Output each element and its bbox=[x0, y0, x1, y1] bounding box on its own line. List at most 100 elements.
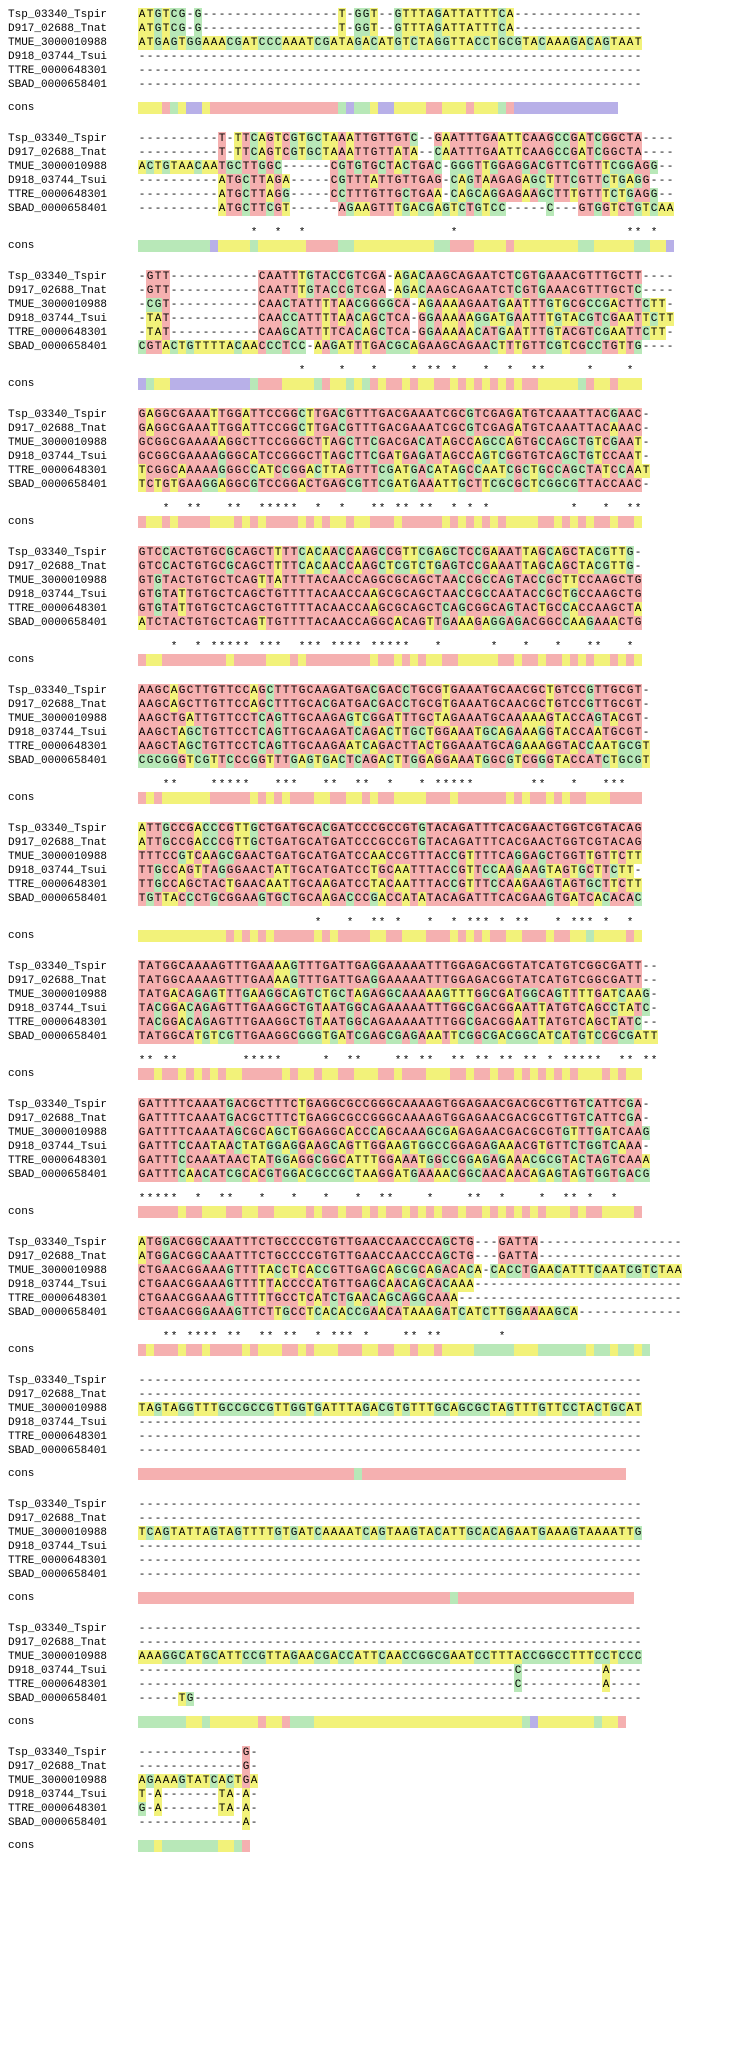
seq-row: Tsp_03340_TspirAAGCAGCTTGTTCCAGCTTTGCAAG… bbox=[8, 684, 727, 698]
seq-row: Tsp_03340_TspirATGGACGGCAAATTTCTGCCCCGTG… bbox=[8, 1236, 727, 1250]
seq-cells: TACGGACAGAGTTTGAAGGCTGTAATGGCAGAAAAATTTG… bbox=[138, 1016, 658, 1030]
seq-row: D918_03744_Tsui----------ATGCTTAGA-----C… bbox=[8, 174, 727, 188]
cons-row: cons bbox=[8, 930, 727, 942]
seq-label: TTRE_0000648301 bbox=[8, 1016, 138, 1030]
seq-label: TTRE_0000648301 bbox=[8, 188, 138, 202]
seq-row: TMUE_3000010988-CGT-----------CAACTATTTT… bbox=[8, 298, 727, 312]
seq-row: TTRE_0000648301GTGTATTGTGCTCAGCTGTTTTACA… bbox=[8, 602, 727, 616]
cons-bar bbox=[138, 516, 650, 528]
seq-cells: AGAAAGTATCACTGA bbox=[138, 1774, 258, 1788]
seq-label: D918_03744_Tsui bbox=[8, 1664, 138, 1678]
seq-label: D917_02688_Tnat bbox=[8, 1250, 138, 1264]
seq-cells: ----------ATGCTTAGG-----CCTTTGTTGCTGAA-C… bbox=[138, 188, 674, 202]
seq-cells: TGTTACCCTGCGGAAGTGCTGCAAGACCCGACCATATACA… bbox=[138, 892, 642, 906]
seq-cells: TCGGCAAAAAGGGCCATCCGGACTTAGTTTCGATGACATA… bbox=[138, 464, 650, 478]
seq-cells: ----------ATGCTTCGT------AGAAGTTTGACGAGT… bbox=[138, 202, 674, 216]
seq-cells: AAGCAGCTTGTTCCAGCTTTGCAAGATGACGACCTGCGTG… bbox=[138, 684, 650, 698]
seq-label: TTRE_0000648301 bbox=[8, 1554, 138, 1568]
seq-row: TMUE_3000010988ACTGTAACAATGCTTGGC------C… bbox=[8, 160, 727, 174]
seq-cells: GATTTTCAAATAGCGCAGCTGGAGGCACCCAGCAAAGCGA… bbox=[138, 1126, 650, 1140]
seq-cells: GTCCACTGTGCGCAGCTTTTCACAACCAAGCCGTTCGAGC… bbox=[138, 546, 642, 560]
seq-label: TTRE_0000648301 bbox=[8, 1678, 138, 1692]
seq-cells: TATGACAGAGTTTGAAGGCAGTCTGCTAGAGGCAAAAAGT… bbox=[138, 988, 658, 1002]
seq-cells: CTGAACGGAAAGTTTTTGCCTCATCTGAACAGCAGGCAAA… bbox=[138, 1292, 682, 1306]
seq-cells: GATTTTCAAATGACGCTTTCTGAGGCGCCGGGCAAAAGTG… bbox=[138, 1098, 650, 1112]
seq-row: D917_02688_TnatGAGGCGAAATTGGATTCCGGCTTGA… bbox=[8, 422, 727, 436]
seq-label: D918_03744_Tsui bbox=[8, 1278, 138, 1292]
seq-label: TMUE_3000010988 bbox=[8, 160, 138, 174]
seq-label: D917_02688_Tnat bbox=[8, 22, 138, 36]
seq-row: TMUE_3000010988AAGCTGATTGTTCCTCAGTTGCAAG… bbox=[8, 712, 727, 726]
seq-cells: GATTTCCAAATAACTATGGAGGCGGCATTTGGAAATGGCC… bbox=[138, 1154, 650, 1168]
seq-cells: -CGT-----------CAACTATTTTAACGGGGCA-AGAAA… bbox=[138, 298, 674, 312]
seq-row: TMUE_3000010988ATGAGTGGAAACGATCCCAAATCGA… bbox=[8, 36, 727, 50]
seq-label: TTRE_0000648301 bbox=[8, 64, 138, 78]
seq-label: SBAD_0000658401 bbox=[8, 1816, 138, 1830]
seq-label: SBAD_0000658401 bbox=[8, 1444, 138, 1458]
seq-cells: -------------G- bbox=[138, 1746, 258, 1760]
seq-row: D918_03744_TsuiGCGGCGAAAAGGGCATCCGGGCTTA… bbox=[8, 450, 727, 464]
cons-label: cons bbox=[8, 1592, 138, 1604]
cons-bar bbox=[138, 378, 674, 390]
cons-row: cons bbox=[8, 1840, 727, 1852]
seq-cells: ATTGCCGACCCGTTGCTGATGCACGATCCCGCCGTGTACA… bbox=[138, 822, 642, 836]
alignment-block: Tsp_03340_TspirAAGCAGCTTGTTCCAGCTTTGCAAG… bbox=[8, 684, 727, 804]
seq-label: SBAD_0000658401 bbox=[8, 78, 138, 92]
seq-cells: GCGGCGAAAAAGGCTTCCGGGCTTAGCTTCGACGACATAG… bbox=[138, 436, 650, 450]
seq-cells: ----------------------------------------… bbox=[138, 1430, 642, 1444]
seq-label: TMUE_3000010988 bbox=[8, 1526, 138, 1540]
seq-cells: ----------T-TTCAGTCGTGCTAAATTGTTATA--CAA… bbox=[138, 146, 674, 160]
seq-row: TMUE_3000010988GTGTACTGTGCTCAGTTATTTTACA… bbox=[8, 574, 727, 588]
seq-label: TTRE_0000648301 bbox=[8, 740, 138, 754]
alignment-block: Tsp_03340_Tspir-------------------------… bbox=[8, 1622, 727, 1728]
seq-cells: ----------------------------------------… bbox=[138, 1512, 642, 1526]
seq-label: SBAD_0000658401 bbox=[8, 1030, 138, 1044]
seq-cells: ----------------------------------------… bbox=[138, 1568, 642, 1582]
cons-row: cons bbox=[8, 792, 727, 804]
seq-cells: T-A-------TA-A- bbox=[138, 1788, 258, 1802]
cons-bar bbox=[138, 1840, 258, 1852]
seq-label: Tsp_03340_Tspir bbox=[8, 1374, 138, 1388]
seq-label: D918_03744_Tsui bbox=[8, 50, 138, 64]
seq-cells: ----------------------------------------… bbox=[138, 1622, 642, 1636]
cons-label: cons bbox=[8, 654, 138, 666]
seq-row: Tsp_03340_TspirGAGGCGAAATTGGATTCCGGCTTGA… bbox=[8, 408, 727, 422]
seq-cells: ----------------------------------------… bbox=[138, 78, 642, 92]
seq-label: D918_03744_Tsui bbox=[8, 312, 138, 326]
seq-cells: CTGAACGGGAAAGTTCTTGCCTCACACCGAACATAAAGAT… bbox=[138, 1306, 682, 1320]
seq-row: D918_03744_Tsui-TAT-----------CAACCATTTT… bbox=[8, 312, 727, 326]
seq-label: D917_02688_Tnat bbox=[8, 974, 138, 988]
cons-row: cons bbox=[8, 1206, 727, 1218]
seq-row: D918_03744_TsuiT-A-------TA-A- bbox=[8, 1788, 727, 1802]
seq-label: TMUE_3000010988 bbox=[8, 1774, 138, 1788]
cons-row: cons bbox=[8, 1468, 727, 1480]
cons-label: cons bbox=[8, 102, 138, 114]
seq-row: D917_02688_TnatAAGCAGCTTGTTCCAGCTTTGCACG… bbox=[8, 698, 727, 712]
seq-row: Tsp_03340_Tspir-------------------------… bbox=[8, 1498, 727, 1512]
seq-cells: GATTTTCAAATGACGCTTTCTGAGGCGCCGGGCAAAAGTG… bbox=[138, 1112, 650, 1126]
seq-row: D917_02688_TnatATTGCCGACCCGTTGCTGATGCATG… bbox=[8, 836, 727, 850]
alignment-block: Tsp_03340_TspirATGGACGGCAAATTTCTGCCCCGTG… bbox=[8, 1236, 727, 1356]
cons-bar bbox=[138, 1716, 642, 1728]
seq-label: TMUE_3000010988 bbox=[8, 1650, 138, 1664]
seq-row: SBAD_0000658401CGCGGGTCGTTCCCGGTTTGAGTGA… bbox=[8, 754, 727, 768]
seq-row: TMUE_3000010988AGAAAGTATCACTGA bbox=[8, 1774, 727, 1788]
seq-label: SBAD_0000658401 bbox=[8, 1306, 138, 1320]
cons-bar bbox=[138, 654, 642, 666]
seq-row: D917_02688_TnatGTCCACTGTGCGCAGCTTTTCACAA… bbox=[8, 560, 727, 574]
cons-label: cons bbox=[8, 1068, 138, 1080]
seq-cells: ATTGCCGACCCGTTGCTGATGCATGATCCCGCCGTGTACA… bbox=[138, 836, 642, 850]
seq-cells: TACGGACAGAGTTTGAAGGCTGTAATGGCAGAAAAATTTG… bbox=[138, 1002, 658, 1016]
seq-row: Tsp_03340_Tspir-------------------------… bbox=[8, 1374, 727, 1388]
cons-bar bbox=[138, 1344, 682, 1356]
cons-row: cons bbox=[8, 1716, 727, 1728]
cons-row: cons bbox=[8, 516, 727, 528]
cons-label: cons bbox=[8, 1716, 138, 1728]
cons-bar bbox=[138, 1468, 642, 1480]
seq-label: TTRE_0000648301 bbox=[8, 602, 138, 616]
seq-cells: TATGGCAAAAGTTTGAAAAGTTTGATTGAGGAAAAATTTG… bbox=[138, 974, 658, 988]
seq-row: D918_03744_TsuiCTGAACGGAAAGTTTTTACCCCATG… bbox=[8, 1278, 727, 1292]
seq-row: TMUE_3000010988GCGGCGAAAAAGGCTTCCGGGCTTA… bbox=[8, 436, 727, 450]
seq-cells: -TAT-----------CAAGCATTTTCACAGCTCA-GGAAA… bbox=[138, 326, 674, 340]
seq-label: D918_03744_Tsui bbox=[8, 1140, 138, 1154]
